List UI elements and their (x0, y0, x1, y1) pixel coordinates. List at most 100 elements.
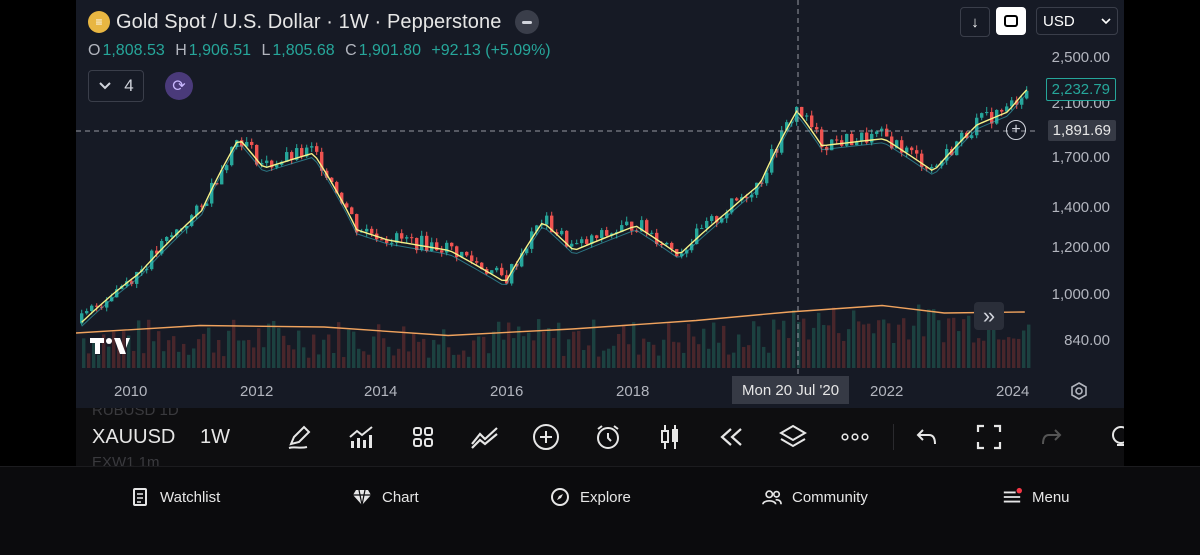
volume-bar (192, 348, 196, 368)
settings-hexagon-icon[interactable] (1068, 380, 1090, 402)
volume-bar (917, 304, 921, 368)
chevron-down-icon (1101, 18, 1111, 25)
volume-bar (187, 354, 191, 368)
draw-pencil-icon[interactable] (284, 422, 314, 452)
volume-bar (932, 309, 936, 368)
candle-body (430, 242, 434, 251)
volume-bar (982, 340, 986, 368)
nav-watchlist[interactable]: Watchlist (130, 487, 220, 507)
volume-bar (407, 351, 411, 368)
volume-bar (462, 350, 466, 368)
fullscreen-button[interactable] (996, 7, 1026, 35)
candle-body (95, 305, 99, 307)
sync-icon[interactable]: ⟳ (165, 72, 193, 100)
candles-icon[interactable] (655, 422, 685, 452)
candle-body (260, 163, 264, 165)
volume-bar (962, 319, 966, 368)
candle-body (700, 228, 704, 230)
volume-bar (947, 318, 951, 368)
chart-header: ≡ Gold Spot / U.S. Dollar · 1W · Peppers… (88, 8, 540, 36)
time-axis-label: 2018 (616, 383, 650, 400)
volume-bar (422, 338, 426, 368)
nav-community[interactable]: Community (762, 487, 868, 507)
symbol-selector[interactable]: XAUUSD (92, 426, 176, 448)
candle-body (930, 167, 934, 169)
interval-selector[interactable]: 1W (200, 426, 230, 448)
candle-body (790, 121, 794, 123)
candle-body (880, 128, 884, 132)
candle-body (295, 148, 299, 160)
volume-bar (672, 341, 676, 368)
list-document-icon (130, 487, 150, 507)
candle-body (1010, 100, 1014, 107)
collapse-legend-button[interactable] (515, 10, 540, 34)
volume-bar (157, 331, 161, 368)
volume-bar (337, 322, 341, 368)
volume-bar (1022, 330, 1026, 368)
time-axis[interactable]: 2010 2012 2014 2016 2018 2022 2024 Mon 2… (76, 376, 1124, 406)
nav-chart[interactable]: Chart (352, 487, 419, 507)
indicators-chart-icon[interactable] (346, 422, 376, 452)
currency-select[interactable]: USD (1036, 7, 1118, 35)
scroll-down-button[interactable]: ↓ (960, 7, 990, 37)
symbol-title[interactable]: Gold Spot / U.S. Dollar · 1W · Peppersto… (116, 10, 502, 33)
volume-bar (102, 334, 106, 368)
volume-bar (427, 357, 431, 368)
volume-bar (452, 354, 456, 368)
candle-body (320, 151, 324, 171)
candle-body (105, 301, 109, 308)
volume-bar (547, 327, 551, 368)
volume-bar (657, 355, 661, 368)
volume-bar (722, 325, 726, 368)
volume-bar (582, 349, 586, 368)
candle-body (225, 165, 229, 171)
candle-body (890, 136, 894, 149)
more-dots-icon[interactable] (840, 422, 870, 452)
nav-explore[interactable]: Explore (550, 487, 631, 507)
replay-rewind-icon[interactable] (716, 422, 746, 452)
lightbulb-icon[interactable] (1106, 422, 1124, 452)
volume-bar (792, 309, 796, 368)
candle-body (800, 106, 804, 117)
add-plus-icon[interactable]: + (1006, 120, 1026, 140)
templates-grid-icon[interactable] (408, 422, 438, 452)
chart-toolbar: RUBUSD 1D EXW1 1m XAUUSD 1W (76, 408, 1124, 466)
volume-bar (907, 339, 911, 368)
indicators-toggle-button[interactable]: 4 (88, 70, 144, 102)
volume-bar (92, 340, 96, 368)
diamond-icon (352, 487, 372, 507)
alarm-clock-icon[interactable] (593, 422, 623, 452)
volume-bar (442, 329, 446, 368)
volume-bar (527, 332, 531, 368)
volume-bar (732, 352, 736, 368)
price-axis-label: 1,000.00 (1051, 286, 1110, 303)
volume-bar (1027, 324, 1031, 368)
nav-watchlist-label: Watchlist (160, 488, 221, 506)
volume-bar (787, 338, 791, 368)
volume-bar (622, 324, 626, 368)
candle-body (340, 192, 344, 204)
price-chart[interactable] (76, 0, 1124, 376)
undo-icon[interactable] (912, 422, 942, 452)
redo-icon[interactable] (1036, 422, 1066, 452)
close-value: 1,901.80 (358, 42, 421, 59)
volume-bar (272, 320, 276, 368)
volume-bar (522, 336, 526, 368)
ghost-symbol-below: EXW1 1m (92, 454, 160, 466)
fullscreen-corners-icon[interactable] (974, 422, 1004, 452)
layers-icon[interactable] (778, 422, 808, 452)
candle-body (515, 264, 519, 267)
candle-body (595, 235, 599, 239)
volume-bar (217, 339, 221, 368)
volume-bar (127, 335, 131, 368)
volume-bar (257, 328, 261, 368)
scroll-to-realtime-button[interactable]: » (974, 302, 1004, 330)
volume-bar (367, 354, 371, 368)
candle-body (540, 224, 544, 226)
ohlc-legend: O 1,808.53 H 1,906.51 L 1,805.68 C 1,901.80 … (88, 42, 551, 60)
add-circle-icon[interactable] (531, 422, 561, 452)
compare-lines-icon[interactable] (470, 422, 500, 452)
nav-menu[interactable]: Menu (1002, 487, 1070, 507)
chart-panel[interactable]: ≡ Gold Spot / U.S. Dollar · 1W · Peppers… (76, 0, 1124, 408)
nav-explore-label: Explore (580, 488, 631, 506)
